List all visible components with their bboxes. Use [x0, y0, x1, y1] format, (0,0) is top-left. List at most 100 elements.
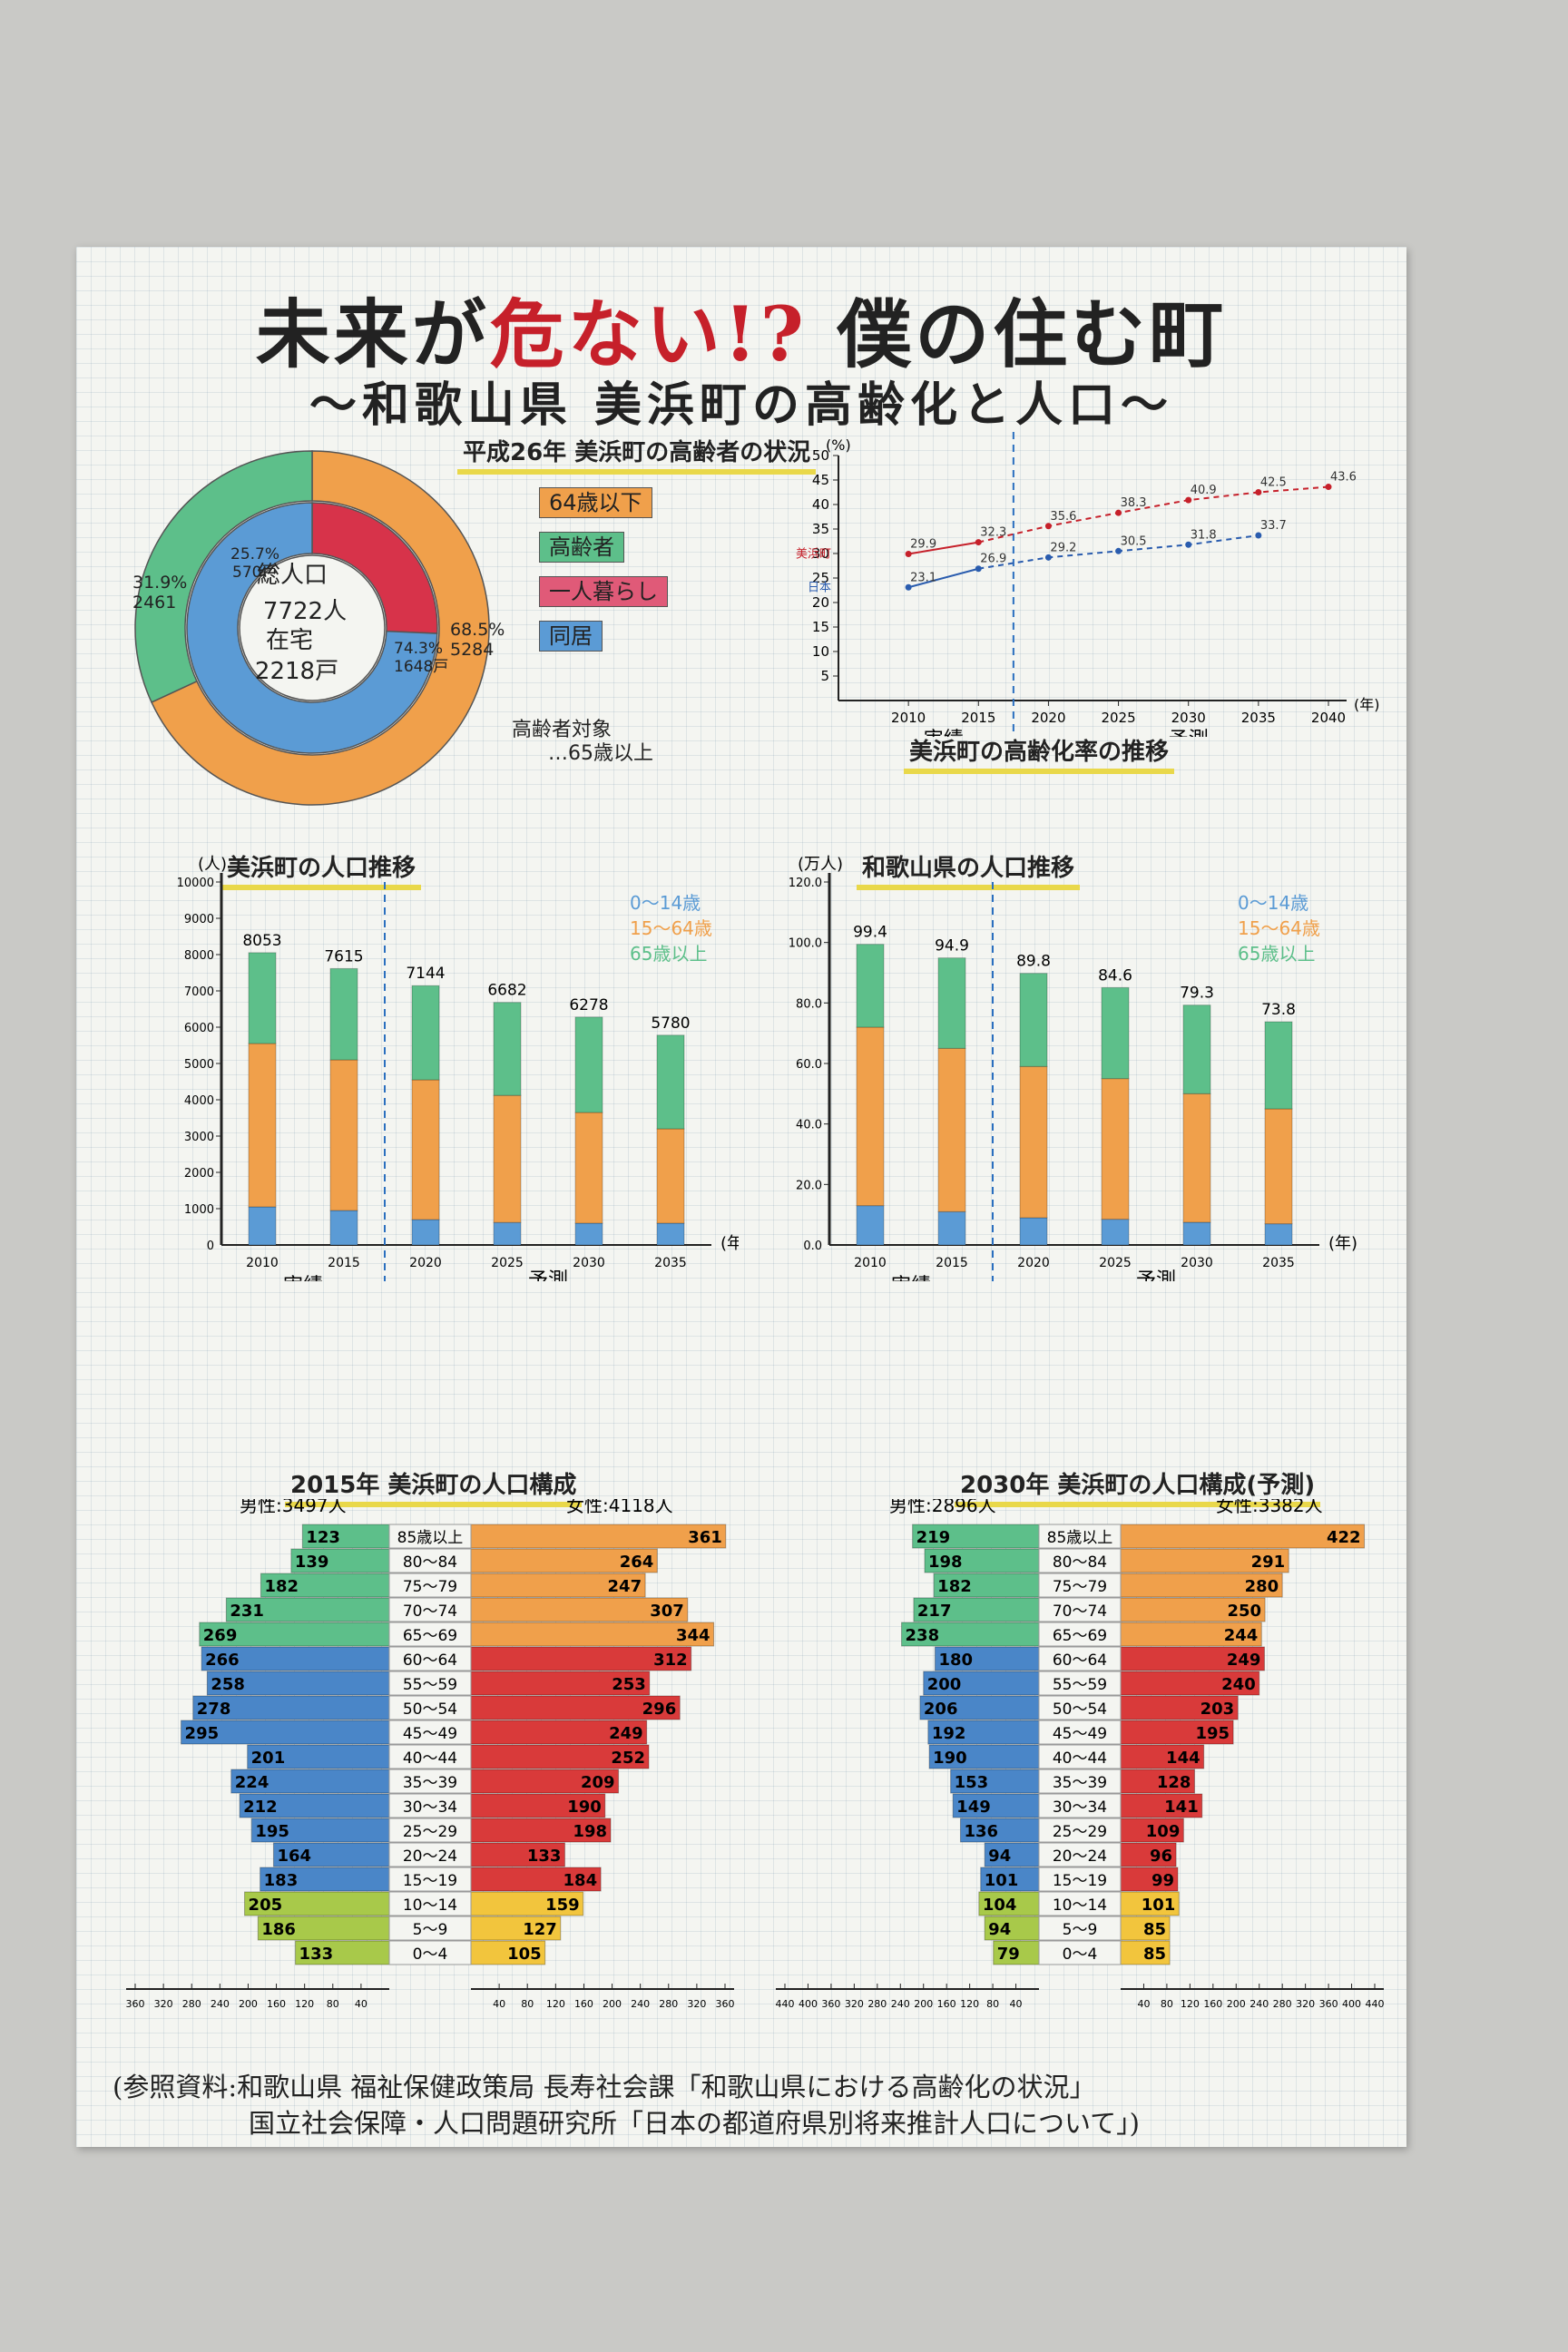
male-value-label: 195 — [255, 1822, 289, 1841]
data-point — [1044, 554, 1052, 561]
x-tick-label: 2020 — [1017, 1256, 1050, 1270]
female-value-label: 133 — [527, 1847, 562, 1866]
x-tick-label: 2035 — [1241, 710, 1276, 726]
female-value-label: 99 — [1152, 1871, 1174, 1890]
age-label-box — [388, 1867, 472, 1892]
note-line: …65歳以上 — [548, 742, 653, 765]
male-value-label: 104 — [983, 1896, 1017, 1915]
period-label: 実績 — [891, 1275, 931, 1281]
male-bar — [919, 1695, 1040, 1720]
female-bar — [470, 1769, 620, 1794]
data-point — [905, 551, 912, 558]
bar-segment — [1019, 1065, 1048, 1219]
y-tick-label: 0 — [207, 1240, 214, 1253]
data-label: 35.6 — [1050, 510, 1076, 524]
x-tick-label: 320 — [845, 1998, 864, 2010]
series-line-actual — [907, 541, 979, 555]
age-label-box — [388, 1720, 472, 1745]
female-value-label: 253 — [612, 1675, 646, 1694]
pyramid-2030-title: 2030年 美浜町の人口構成(予測) — [955, 1466, 1321, 1507]
age-group-label: 85歳以上 — [1047, 1529, 1113, 1547]
bar-segment — [1264, 1223, 1293, 1246]
male-value-label: 149 — [956, 1798, 991, 1817]
data-point — [905, 583, 912, 591]
male-value-label: 153 — [955, 1773, 989, 1792]
male-bar — [250, 1818, 390, 1843]
x-tick-label: 200 — [914, 1998, 933, 2010]
data-label: 29.2 — [1050, 541, 1076, 554]
age-group-label: 15〜19 — [403, 1872, 457, 1890]
age-group-label: 0〜4 — [1063, 1945, 1098, 1964]
male-value-label: 192 — [932, 1724, 966, 1743]
bar-segment — [248, 1206, 277, 1246]
x-tick-label: 2010 — [246, 1256, 279, 1270]
age-label-box — [1038, 1867, 1122, 1892]
age-label-box — [1038, 1916, 1122, 1941]
female-value-label: 280 — [1245, 1577, 1279, 1596]
legend-item: 15〜64歳 — [630, 917, 712, 939]
female-bar — [470, 1695, 681, 1720]
male-bar — [913, 1597, 1040, 1622]
poster-title: 未来が危ない!? 僕の住む町 — [76, 274, 1406, 382]
x-tick-label: 2035 — [654, 1256, 687, 1270]
male-value-label: 182 — [937, 1577, 972, 1596]
age-group-label: 35〜39 — [1053, 1774, 1107, 1792]
female-value-label: 344 — [676, 1626, 710, 1645]
y-tick-label: 3000 — [184, 1131, 214, 1144]
bar-segment — [1019, 1217, 1048, 1246]
female-bar — [1120, 1548, 1289, 1573]
male-value-label: 79 — [997, 1945, 1020, 1964]
series-line-actual — [907, 567, 979, 589]
title-part: 未来が — [255, 291, 490, 378]
female-bar — [470, 1940, 546, 1965]
y-tick-label: 30 — [812, 545, 829, 562]
age-group-label: 40〜44 — [403, 1749, 457, 1768]
x-tick-label: 40 — [355, 1998, 368, 2010]
x-tick-label: 80 — [327, 1998, 339, 2010]
female-bar — [470, 1646, 692, 1671]
x-tick-label: 200 — [603, 1998, 622, 2010]
y-tick-label: 120.0 — [789, 877, 822, 890]
female-value-label: 141 — [1164, 1798, 1199, 1817]
male-value-label: 224 — [235, 1773, 270, 1792]
age-label-box — [388, 1622, 472, 1647]
donut-note: 高齢者対象 …65歳以上 — [512, 719, 653, 766]
female-bar — [470, 1671, 651, 1696]
x-axis-label: (年) — [720, 1234, 739, 1253]
y-tick-label: 0.0 — [803, 1240, 822, 1253]
bar-segment — [493, 1094, 522, 1223]
x-tick-label: 160 — [574, 1998, 593, 2010]
data-point — [1185, 496, 1192, 504]
x-tick-label: 40 — [493, 1998, 505, 2010]
male-bar — [272, 1842, 390, 1867]
x-tick-label: 280 — [659, 1998, 678, 2010]
female-bar — [470, 1916, 562, 1941]
age-group-label: 30〜34 — [403, 1798, 457, 1817]
male-value-label: 238 — [906, 1626, 940, 1645]
male-bar — [192, 1695, 390, 1720]
male-bar — [199, 1622, 390, 1647]
male-value-label: 183 — [264, 1871, 299, 1890]
y-tick-label: 80.0 — [796, 997, 822, 1011]
bar-segment — [1101, 1078, 1130, 1220]
female-bar — [470, 1744, 650, 1769]
x-tick-label: 2025 — [1099, 1256, 1132, 1270]
x-tick-label: 400 — [1342, 1998, 1361, 2010]
y-tick-label: 5 — [820, 668, 829, 684]
female-value-label: 312 — [653, 1651, 688, 1670]
mihama-population-bar-chart: (人) (年) 0 1000 2000 3000 4000 5000 6000 7000 8000 9… — [177, 855, 739, 1281]
female-value-label: 195 — [1196, 1724, 1230, 1743]
age-group-label: 30〜34 — [1053, 1798, 1107, 1817]
male-total: 男性:3497人 — [240, 1499, 347, 1516]
bar-total-label: 5780 — [651, 1014, 690, 1033]
y-tick-label: 60.0 — [796, 1058, 822, 1072]
age-label-box — [388, 1916, 472, 1941]
age-label-box — [1038, 1671, 1122, 1696]
male-bar — [924, 1548, 1040, 1573]
data-point — [1115, 547, 1122, 554]
bar-segment — [411, 985, 440, 1081]
bar-total-label: 99.4 — [853, 924, 887, 942]
x-tick-label: 360 — [126, 1998, 145, 2010]
